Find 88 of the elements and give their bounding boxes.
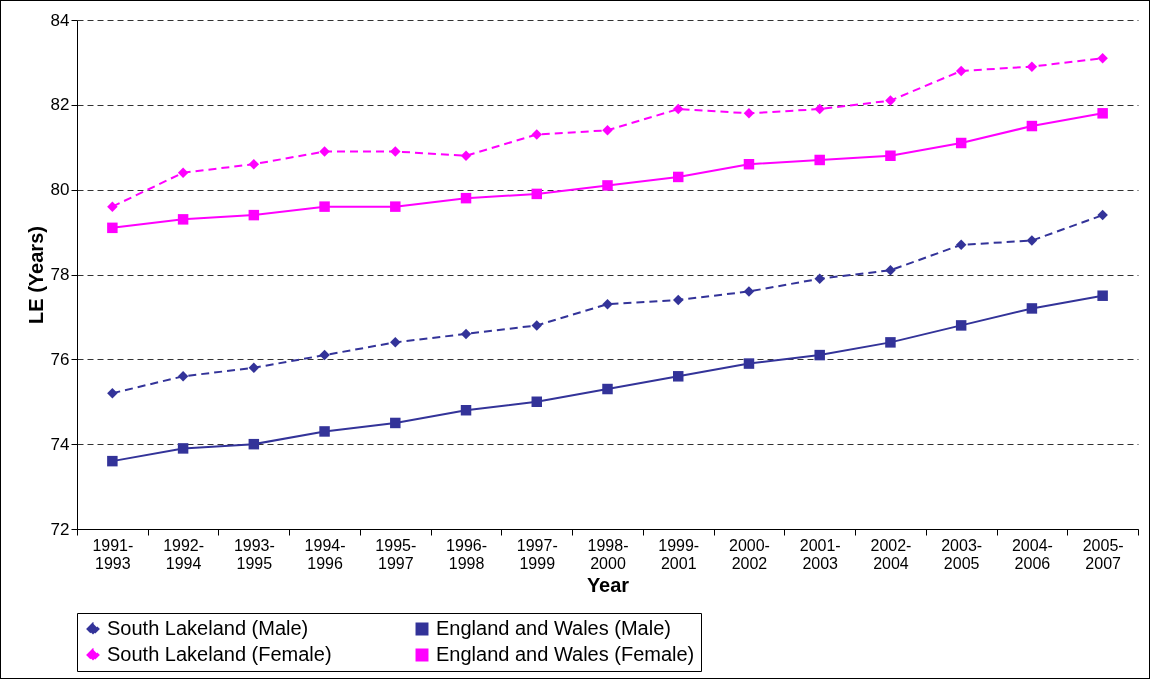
point: [531, 188, 543, 200]
legend-label: England and Wales (Male): [436, 617, 671, 639]
point: [177, 214, 189, 225]
point: [743, 286, 755, 297]
point: [955, 137, 967, 149]
point: [531, 129, 543, 140]
point: [743, 108, 755, 119]
point: [107, 222, 118, 234]
point: [1097, 52, 1108, 64]
point: [814, 154, 825, 166]
x-tick-label: 1997-1999: [516, 536, 558, 572]
point: [672, 294, 684, 306]
y-tick-label: 74: [50, 434, 70, 454]
x-tick-label: 2000-2002: [729, 536, 770, 572]
point: [1097, 108, 1108, 119]
point: [319, 201, 330, 212]
point: [390, 337, 401, 348]
point: [814, 349, 825, 361]
point: [1026, 303, 1038, 314]
point: [460, 150, 472, 161]
x-tick-label: 1998-2000: [587, 536, 629, 572]
legend-label: South Lakeland (Male): [107, 617, 309, 639]
point: [107, 201, 118, 212]
point: [955, 65, 967, 77]
x-tick-label: 1993-1995: [233, 536, 275, 572]
point: [177, 167, 189, 178]
point: [814, 103, 825, 115]
y-axis-title: LE (Years): [24, 226, 47, 324]
x-tick-label: 2004-2006: [1011, 536, 1053, 572]
point: [1097, 209, 1108, 221]
point: [390, 201, 401, 212]
point: [814, 273, 825, 284]
x-tick-label: 1996-1998: [446, 536, 487, 572]
point: [602, 125, 613, 136]
point: [1026, 61, 1038, 72]
point: [319, 146, 330, 157]
legend-label: England and Wales (Female): [436, 643, 695, 665]
point: [602, 383, 613, 395]
point: [531, 320, 543, 331]
x-axis-title: Year: [586, 573, 630, 596]
y-tick-label: 76: [50, 349, 70, 369]
point: [885, 337, 896, 348]
point: [672, 371, 684, 382]
point: [460, 328, 472, 340]
point: [390, 146, 401, 157]
point: [460, 192, 472, 204]
point: [885, 95, 896, 106]
point: [602, 180, 613, 191]
x-tick-label: 2001-2003: [799, 536, 841, 572]
point: [319, 426, 330, 437]
x-tick-label: 2005-2007: [1082, 536, 1124, 572]
point: [602, 298, 613, 310]
point: [885, 265, 896, 276]
point: [107, 388, 118, 399]
y-tick-label: 84: [50, 10, 70, 30]
point: [1026, 120, 1038, 132]
x-tick-label: 2003-2005: [941, 536, 983, 572]
point: [460, 404, 472, 416]
y-tick-label: 72: [50, 519, 70, 539]
legend-label: South Lakeland (Female): [107, 643, 332, 665]
x-tick-label: 2002-2004: [870, 536, 912, 572]
point: [955, 239, 967, 251]
point: [743, 358, 755, 369]
point: [885, 150, 896, 161]
y-tick-label: 80: [50, 180, 70, 200]
point: [248, 209, 260, 221]
point: [672, 103, 684, 115]
x-tick-label: 1992-1994: [163, 536, 205, 572]
point: [672, 171, 684, 183]
x-tick-label: 1999-2001: [658, 536, 700, 572]
point: [177, 371, 189, 382]
point: [1097, 290, 1108, 301]
point: [1026, 235, 1038, 246]
point: [390, 417, 401, 429]
point: [743, 158, 755, 170]
point: [531, 396, 543, 407]
point: [248, 362, 260, 374]
point: [177, 443, 189, 454]
x-tick-label: 1994-1996: [304, 536, 346, 572]
point: [955, 320, 967, 331]
y-tick-label: 78: [50, 265, 70, 284]
x-tick-label: 1991-1993: [92, 536, 134, 572]
point: [248, 438, 260, 450]
y-tick-label: 82: [50, 95, 70, 115]
x-tick-label: 1995-1997: [375, 536, 417, 572]
point: [319, 349, 330, 361]
point: [107, 455, 118, 467]
point: [248, 158, 260, 170]
